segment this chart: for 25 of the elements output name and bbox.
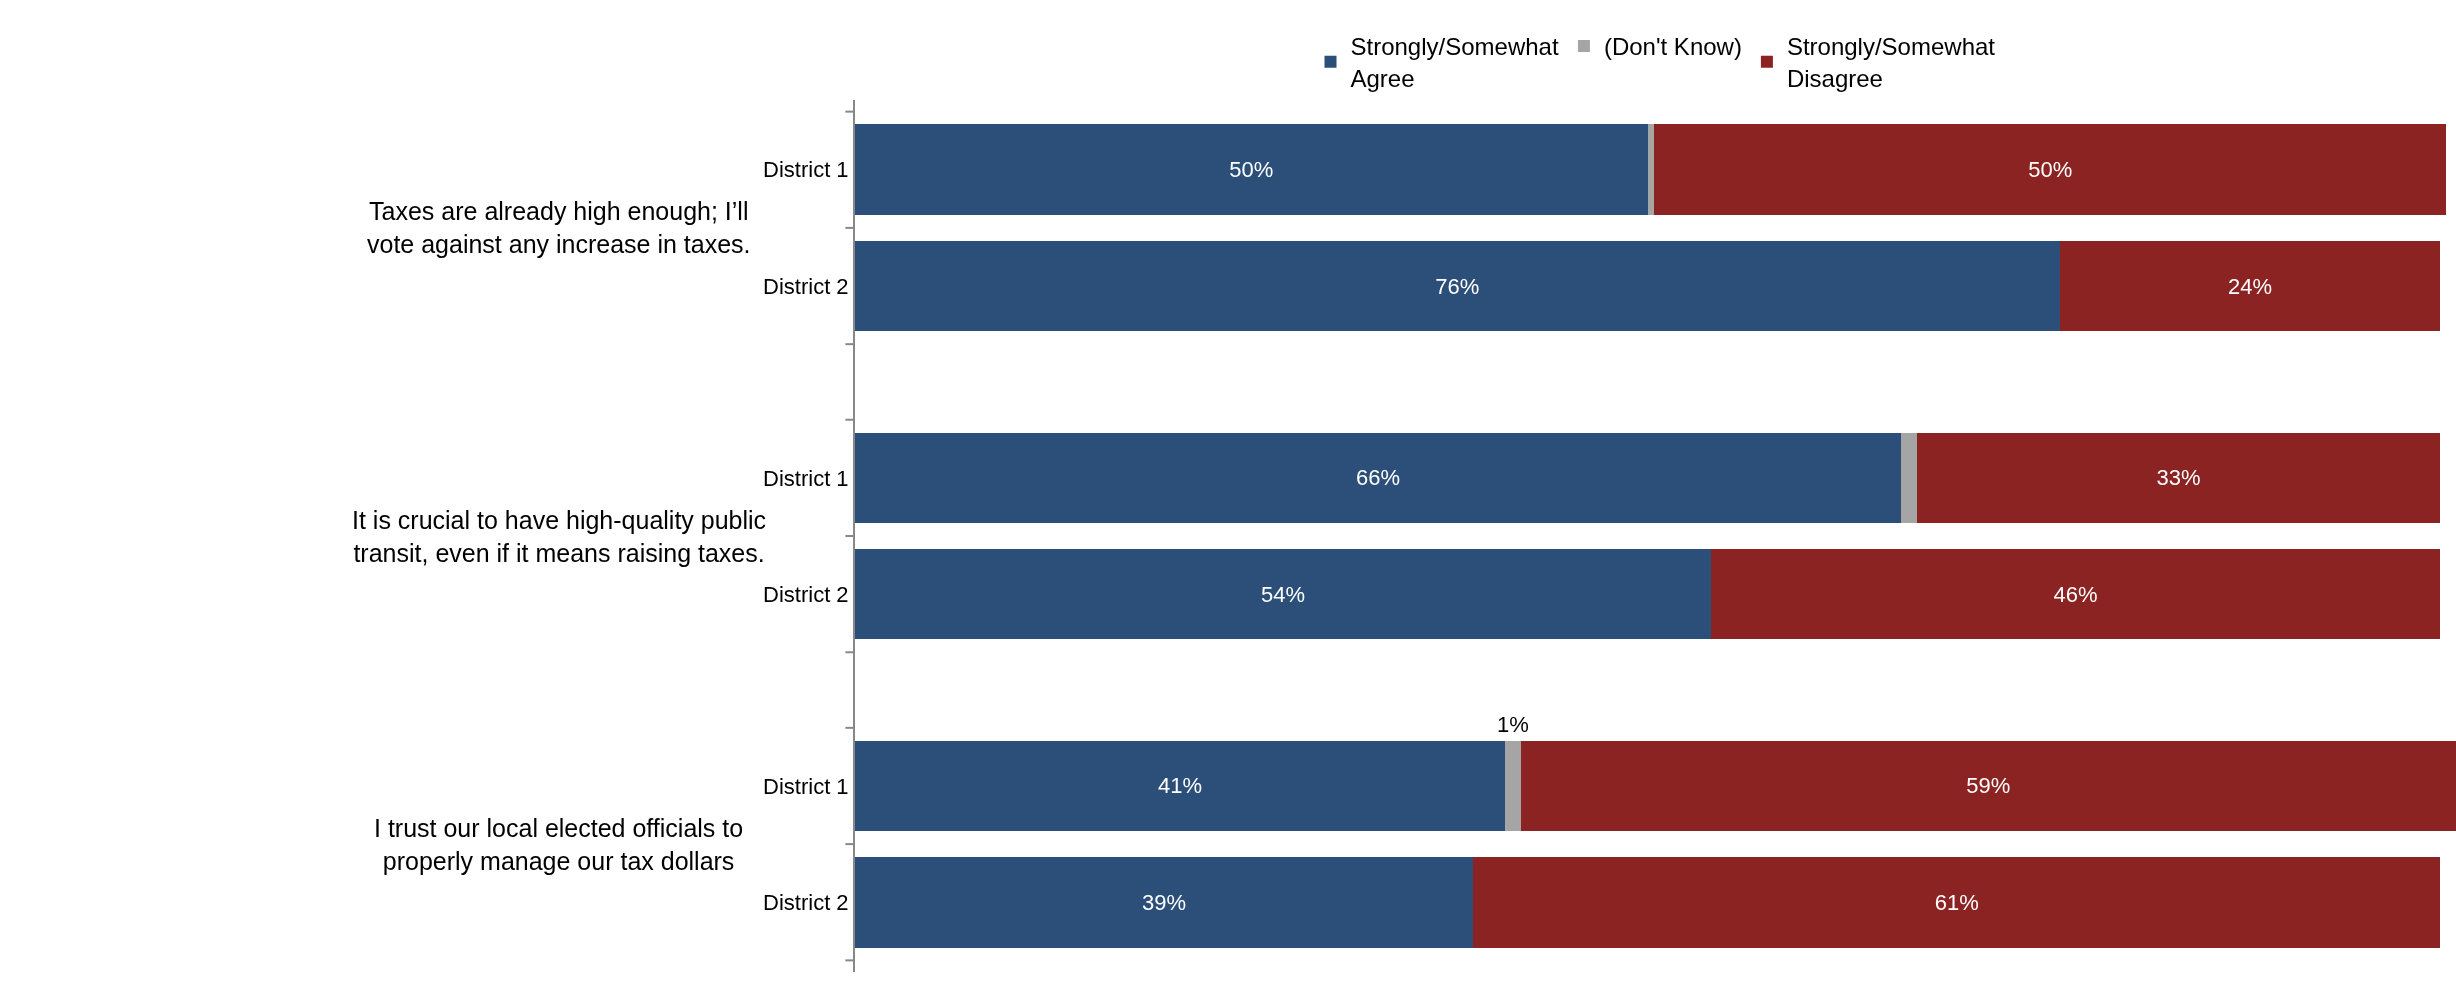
data-label: 50% bbox=[1229, 157, 1274, 183]
y-tick-label: District 2 bbox=[763, 581, 849, 607]
legend-label: (Don't Know) bbox=[1603, 33, 1742, 61]
data-label: 46% bbox=[2053, 581, 2098, 607]
y-tick-label: District 1 bbox=[763, 773, 849, 799]
data-label: 66% bbox=[1356, 465, 1401, 491]
legend-label: Strongly/Somewhat Disagree bbox=[1786, 33, 1996, 92]
y-tick-label: District 2 bbox=[763, 889, 849, 915]
data-label: 33% bbox=[2156, 465, 2201, 491]
data-label: 50% bbox=[2028, 157, 2073, 183]
legend-label: Strongly/Somewhat Agree bbox=[1350, 33, 1559, 92]
text: It is crucial to have high-quality public transit, even if it means raising taxes. bbox=[352, 506, 767, 567]
y-tick-label: District 1 bbox=[763, 465, 849, 491]
data-label: 24% bbox=[2227, 273, 2272, 299]
y-tick-label: District 1 bbox=[763, 157, 849, 183]
data-label: 41% bbox=[1157, 773, 1202, 799]
data-label: 1% bbox=[1497, 712, 1529, 737]
data-label: 76% bbox=[1435, 273, 1480, 299]
data-label: 39% bbox=[1142, 889, 1187, 915]
data-label: 59% bbox=[1966, 773, 2011, 799]
data-label: 54% bbox=[1260, 581, 1306, 607]
text: Taxes are already high enough; I’ll vote against any increase in taxes. bbox=[367, 197, 751, 258]
data-label: 61% bbox=[1934, 889, 1979, 915]
y-tick-label: District 2 bbox=[763, 273, 849, 299]
text: I trust our local elected officials to properly manage our tax dollars bbox=[374, 814, 744, 875]
